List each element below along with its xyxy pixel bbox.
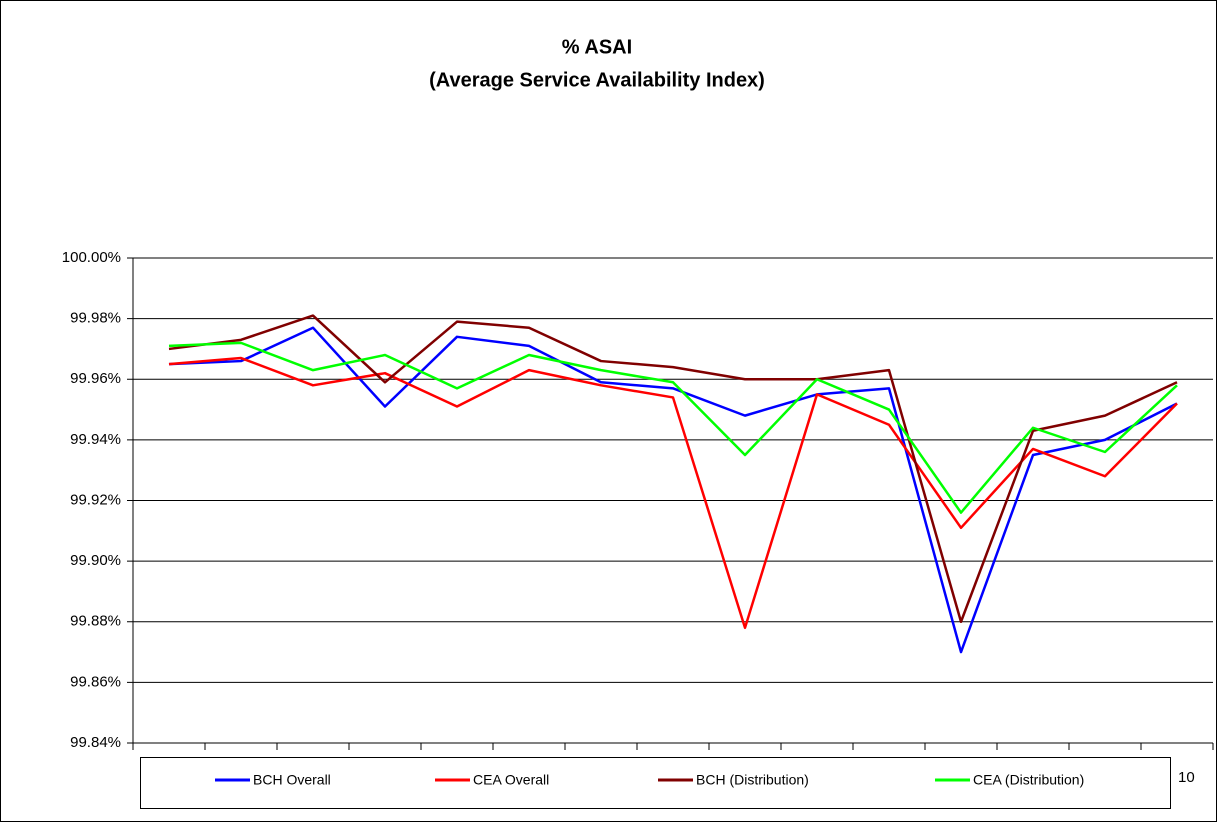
legend-label: BCH (Distribution) — [696, 772, 809, 788]
chart-subtitle: (Average Service Availability Index) — [429, 69, 765, 91]
series-line — [168, 326, 1178, 654]
y-tick-label: 99.88% — [70, 613, 121, 630]
legend-label: CEA (Distribution) — [973, 772, 1084, 788]
y-tick-label: 99.92% — [70, 491, 121, 508]
legend-label: CEA Overall — [473, 772, 549, 788]
y-tick-label: 99.96% — [70, 370, 121, 387]
series-line — [168, 314, 1178, 623]
chart-title: % ASAI — [562, 36, 632, 58]
annotation: 10 — [1178, 769, 1195, 786]
y-tick-label: 100.00% — [62, 249, 121, 266]
y-tick-label: 99.86% — [70, 673, 121, 690]
y-tick-label: 99.94% — [70, 431, 121, 448]
y-tick-label: 99.84% — [70, 734, 121, 751]
series-line — [168, 341, 1178, 514]
y-tick-label: 99.98% — [70, 310, 121, 327]
y-tick-label: 99.90% — [70, 552, 121, 569]
legend-label: BCH Overall — [253, 772, 331, 788]
legend-box — [140, 757, 1171, 809]
series-line — [168, 356, 1178, 630]
